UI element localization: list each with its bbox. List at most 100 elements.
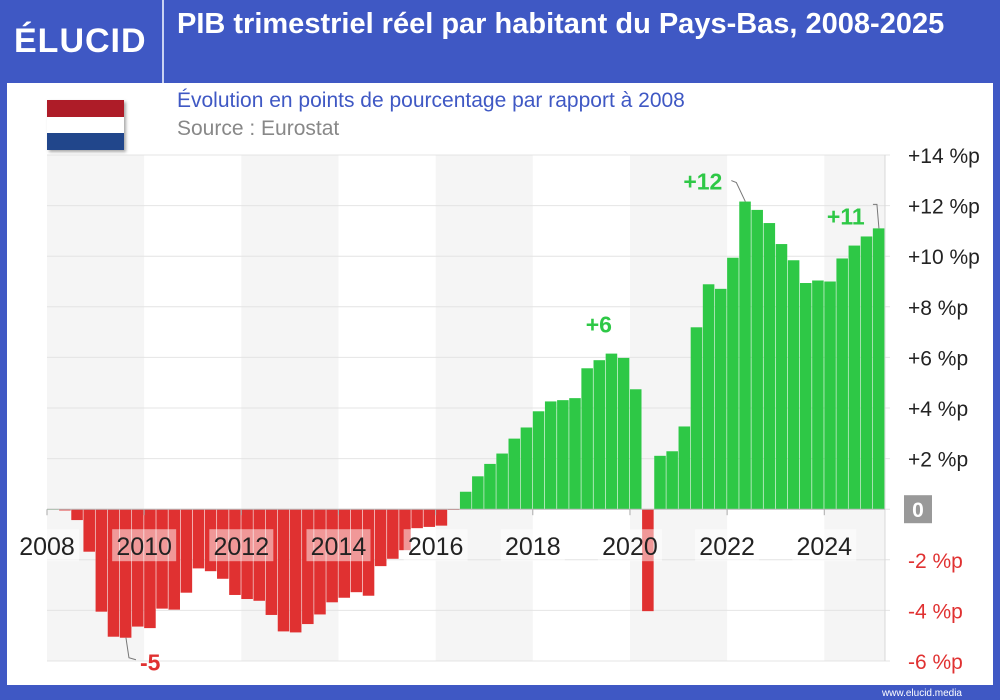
bar <box>484 463 496 510</box>
x-tick-label: 2022 <box>699 533 755 561</box>
y-tick-label: +8 %p <box>908 297 968 320</box>
bar <box>277 509 290 632</box>
y-tick-label: -6 %p <box>908 651 963 674</box>
x-label-bg <box>15 529 79 562</box>
bar <box>605 353 618 510</box>
annotation-label: +12 <box>683 169 722 195</box>
bar <box>411 509 423 529</box>
x-label-bg <box>403 529 468 562</box>
bar <box>132 509 144 627</box>
bar <box>812 280 824 510</box>
zero-label-bg <box>904 495 932 524</box>
bar <box>727 257 739 510</box>
bar <box>289 509 302 633</box>
bar <box>472 476 484 510</box>
annotation-label: +11 <box>827 203 865 229</box>
bar <box>836 258 848 510</box>
bar <box>544 401 557 510</box>
y-tick-label: -2 %p <box>908 550 963 573</box>
bar <box>314 509 326 615</box>
bar <box>702 284 715 510</box>
bar <box>569 398 581 510</box>
chart-subtitle: Évolution en points de pourcentage par r… <box>177 89 685 112</box>
bar <box>787 260 800 510</box>
annotation-leader <box>872 203 880 229</box>
x-tick-label: 2024 <box>796 533 852 561</box>
y-tick-label: +10 %p <box>908 246 980 269</box>
bar <box>654 455 666 510</box>
elucid-logo: ÉLUCID <box>14 22 147 60</box>
y-tick-label: -4 %p <box>908 600 963 623</box>
header: ÉLUCID PIB trimestriel réel par habitant… <box>0 0 1000 83</box>
bar <box>459 491 472 510</box>
bar <box>799 283 812 510</box>
chart-source: Source : Eurostat <box>177 117 340 140</box>
bar <box>302 509 314 625</box>
x-tick-label: 2016 <box>408 533 464 561</box>
bar <box>180 509 193 593</box>
x-tick-label: 2018 <box>505 533 561 561</box>
y-tick-label: +2 %p <box>908 449 968 472</box>
bar <box>95 509 108 612</box>
bar <box>690 327 703 510</box>
bar <box>496 453 508 510</box>
bar <box>557 400 569 510</box>
x-label-bg <box>306 529 371 562</box>
x-tick-label: 2012 <box>214 533 270 561</box>
annotation-label: -5 <box>140 650 161 676</box>
bar <box>629 389 642 510</box>
x-tick-label: 2010 <box>116 533 172 561</box>
bar <box>107 509 120 637</box>
x-tick-label: 2008 <box>19 533 75 561</box>
bar <box>144 509 156 629</box>
x-label-bg <box>209 529 274 562</box>
annotation-label: +6 <box>586 312 612 338</box>
bar <box>860 236 873 510</box>
x-label-bg <box>597 529 662 562</box>
bar <box>265 509 278 615</box>
bar <box>581 368 593 510</box>
footer-url: www.elucid.media <box>881 688 962 699</box>
bar <box>387 509 399 559</box>
bar <box>423 509 436 527</box>
y-tick-label: +14 %p <box>908 145 980 168</box>
bar <box>872 228 885 510</box>
bar <box>714 288 727 510</box>
bar <box>192 509 205 569</box>
y-tick-label: +4 %p <box>908 398 968 421</box>
x-tick-label: 2020 <box>602 533 658 561</box>
y-tick-label: +12 %p <box>908 196 980 219</box>
bar <box>59 509 71 511</box>
bar <box>666 451 678 510</box>
bar <box>374 509 387 567</box>
bar <box>593 360 606 510</box>
x-label-bg <box>500 529 565 562</box>
y-tick-label: 0 <box>912 499 924 522</box>
bar <box>119 509 132 638</box>
bar <box>83 509 95 552</box>
annotation-leader <box>125 637 137 661</box>
bar <box>520 427 533 510</box>
bar <box>435 509 448 526</box>
bar <box>678 426 691 510</box>
x-label-bg <box>695 529 760 562</box>
bar <box>617 357 630 510</box>
bar <box>763 223 776 510</box>
bar <box>508 438 521 510</box>
x-tick-label: 2014 <box>311 533 367 561</box>
y-tick-label: +6 %p <box>908 347 968 370</box>
bar <box>532 411 545 510</box>
header-divider <box>162 0 164 83</box>
bar <box>775 244 788 510</box>
annotation-leader <box>731 180 746 202</box>
x-label-bg <box>792 529 857 562</box>
bar <box>739 201 751 510</box>
x-label-bg <box>112 529 177 562</box>
bar <box>751 209 763 510</box>
bar <box>848 245 861 510</box>
bar <box>824 281 836 510</box>
page-title: PIB trimestriel réel par habitant du Pay… <box>177 8 945 40</box>
bar <box>71 509 83 521</box>
netherlands-flag-icon <box>47 100 124 150</box>
